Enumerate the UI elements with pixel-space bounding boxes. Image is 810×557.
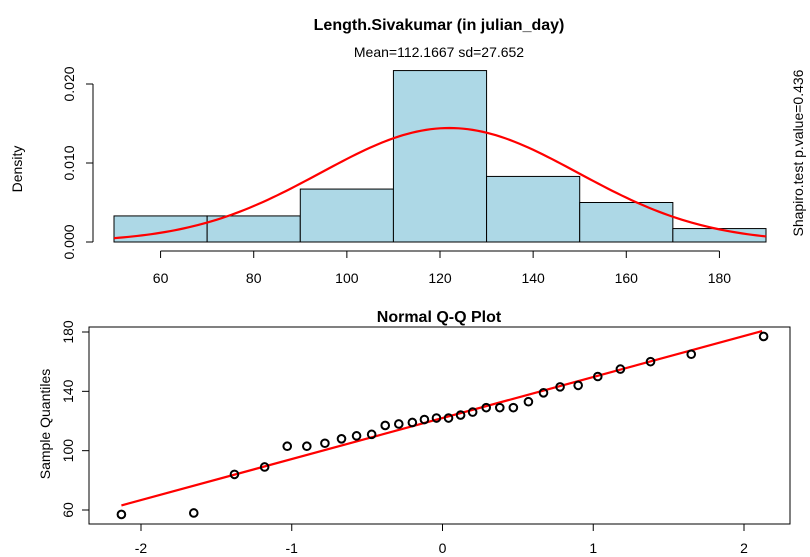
qq-point <box>443 413 454 423</box>
qq-plot-x-ticks: -2 -1 0 1 2 <box>135 524 748 556</box>
qq-y-tick-label: 180 <box>60 320 76 344</box>
qq-reference-line <box>121 330 763 507</box>
qq-x-tick-label: 2 <box>740 540 748 556</box>
qq-point <box>686 349 697 360</box>
qq-point <box>431 413 442 423</box>
histogram-x-tick-label: 160 <box>615 270 639 286</box>
qq-point <box>467 407 478 417</box>
qq-point <box>523 396 534 407</box>
qq-point <box>494 402 505 413</box>
histogram-bar <box>206 215 301 243</box>
qq-x-tick-label: 0 <box>439 540 447 556</box>
qq-point <box>188 508 199 518</box>
qq-point <box>380 420 391 431</box>
histogram-bar <box>113 215 208 243</box>
qq-plot-title: Normal Q-Q Plot <box>377 309 502 326</box>
histogram-y-tick-label: 0.010 <box>61 145 77 180</box>
qq-plot-frame <box>88 326 791 525</box>
histogram-x-tick-label: 120 <box>428 270 452 286</box>
qq-point <box>538 388 549 398</box>
histogram-bar <box>579 202 674 243</box>
qq-plot-y-axis-label: Sample Quantiles <box>37 369 53 480</box>
histogram-subtitle: Mean=112.1667 sd=27.652 <box>354 44 524 60</box>
histogram-x-tick-label: 140 <box>521 270 545 286</box>
qq-point <box>229 469 240 480</box>
histogram-x-tick-label: 100 <box>335 270 359 286</box>
histogram-bar <box>392 70 488 243</box>
qq-point <box>366 429 377 440</box>
qq-point <box>508 402 519 413</box>
histogram-y-tick-label: 0.020 <box>61 66 77 101</box>
qq-point <box>555 382 565 392</box>
qq-y-tick-label: 100 <box>60 439 76 463</box>
qq-x-tick-label: -1 <box>286 540 299 556</box>
qq-point <box>573 380 583 391</box>
histogram-bar <box>299 188 394 243</box>
qq-point <box>320 438 330 449</box>
qq-point <box>455 410 466 420</box>
qq-point <box>393 419 404 429</box>
qq-point <box>116 509 127 520</box>
qq-point <box>481 402 492 413</box>
histogram-x-ticks: 60 80 100 120 140 160 180 <box>153 251 732 286</box>
histogram-x-tick-label: 80 <box>246 270 262 286</box>
qq-point <box>615 364 626 374</box>
histogram-y-tick-label: 0.000 <box>61 224 77 259</box>
qq-point <box>351 431 362 441</box>
qq-points <box>116 331 769 520</box>
qq-y-tick-label: 140 <box>60 379 76 403</box>
histogram-x-tick-label: 60 <box>153 270 169 286</box>
histogram-x-tick-label: 180 <box>708 270 732 286</box>
normal-density-curve <box>113 126 767 240</box>
qq-point <box>282 441 293 452</box>
shapiro-test-label: Shapiro.test p.value=0.436 <box>790 69 806 236</box>
histogram-title: Length.Sivakumar (in julian_day) <box>314 17 565 34</box>
histogram-y-axis-label: Density <box>9 146 25 193</box>
qq-y-tick-label: 60 <box>60 502 76 518</box>
qq-plot-y-ticks: 60 100 140 180 <box>60 320 89 518</box>
qq-point <box>592 371 603 382</box>
qq-point <box>302 441 312 452</box>
qq-point <box>758 331 769 342</box>
qq-point <box>407 417 418 428</box>
qq-point <box>645 356 656 367</box>
qq-point <box>336 434 347 444</box>
qq-point <box>419 414 430 425</box>
histogram-bar <box>486 175 581 243</box>
histogram-panel: Length.Sivakumar (in julian_day) Mean=11… <box>9 17 806 286</box>
qq-point <box>259 462 270 472</box>
histogram-bars <box>113 70 767 243</box>
histogram-y-ticks: 0.000 0.010 0.020 <box>61 66 93 260</box>
qq-x-tick-label: 1 <box>589 540 597 556</box>
qq-x-tick-label: -2 <box>135 540 148 556</box>
qq-plot-panel: Normal Q-Q Plot Sample Quantiles -2 -1 0 1 2… <box>37 309 791 556</box>
